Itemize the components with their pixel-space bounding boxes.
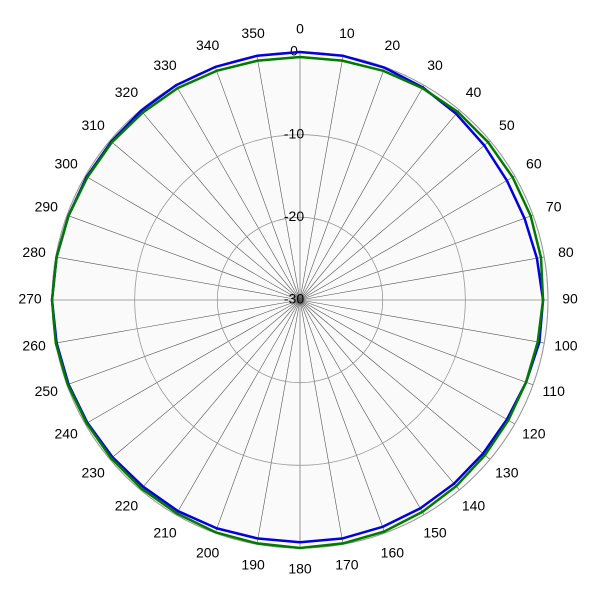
spoke <box>299 140 491 301</box>
angle-label: 290 <box>35 198 59 214</box>
angle-label: 220 <box>115 498 139 514</box>
angle-label: 170 <box>335 557 359 573</box>
spoke <box>256 299 301 545</box>
angle-label: 20 <box>385 37 401 53</box>
angle-label: 10 <box>339 25 355 41</box>
angle-label: 90 <box>562 291 578 307</box>
spoke <box>175 85 301 301</box>
angle-label: 200 <box>196 544 220 560</box>
spoke <box>299 299 545 344</box>
spoke <box>299 85 425 301</box>
angle-label: 330 <box>153 57 177 73</box>
spoke <box>299 109 460 301</box>
spoke <box>299 299 491 460</box>
angle-label: 320 <box>115 84 139 100</box>
spoke <box>109 140 301 301</box>
spoke <box>299 299 460 491</box>
spoke <box>66 299 301 386</box>
spoke <box>214 299 301 534</box>
angle-label: 40 <box>466 84 482 100</box>
angle-label: 240 <box>54 426 78 442</box>
angle-label: 160 <box>381 544 405 560</box>
spoke <box>66 214 301 301</box>
angle-label: 30 <box>427 57 443 73</box>
angle-label: 230 <box>81 464 105 480</box>
spoke <box>299 299 515 425</box>
ring <box>216 216 384 384</box>
spoke <box>299 214 534 301</box>
angle-label: 70 <box>546 198 562 214</box>
spoke <box>299 55 344 301</box>
spoke <box>55 256 301 301</box>
angle-label: 50 <box>499 117 515 133</box>
angle-label: 110 <box>543 383 566 399</box>
angle-label: 80 <box>558 244 574 260</box>
spoke <box>299 66 386 301</box>
series-line <box>50 55 545 550</box>
angle-label: 140 <box>462 498 486 514</box>
angle-label: 120 <box>522 426 546 442</box>
angle-label: 0 <box>296 21 304 37</box>
angle-label: 270 <box>18 291 42 307</box>
spoke <box>214 66 301 301</box>
ring <box>134 134 466 466</box>
angle-label: 280 <box>22 244 46 260</box>
angle-label: 210 <box>153 525 177 541</box>
spoke <box>55 299 301 344</box>
spoke <box>299 299 425 515</box>
spoke <box>140 109 301 301</box>
spoke <box>299 299 534 386</box>
angle-label: 260 <box>22 338 46 354</box>
spoke <box>299 175 515 301</box>
angle-label: 100 <box>554 338 578 354</box>
spoke <box>109 299 301 460</box>
angle-label: 300 <box>54 156 78 172</box>
angle-label: 250 <box>35 383 59 399</box>
spoke <box>175 299 301 515</box>
angle-label: 190 <box>241 557 265 573</box>
spoke <box>256 55 301 301</box>
spoke <box>299 299 344 545</box>
r-tick-label: 0 <box>290 43 298 59</box>
spoke <box>299 256 545 301</box>
spoke <box>85 299 301 425</box>
r-tick-label: -30 <box>284 291 304 307</box>
spoke <box>85 175 301 301</box>
angle-label: 60 <box>526 156 542 172</box>
angle-label: 350 <box>241 25 265 41</box>
r-tick-label: -20 <box>284 208 304 224</box>
spoke <box>299 299 386 534</box>
angle-label: 150 <box>423 525 447 541</box>
spoke <box>140 299 301 491</box>
r-tick-label: -10 <box>284 125 304 141</box>
angle-label: 130 <box>495 464 519 480</box>
angle-label: 180 <box>288 561 312 577</box>
angle-label: 310 <box>81 117 105 133</box>
angle-label: 340 <box>196 37 220 53</box>
